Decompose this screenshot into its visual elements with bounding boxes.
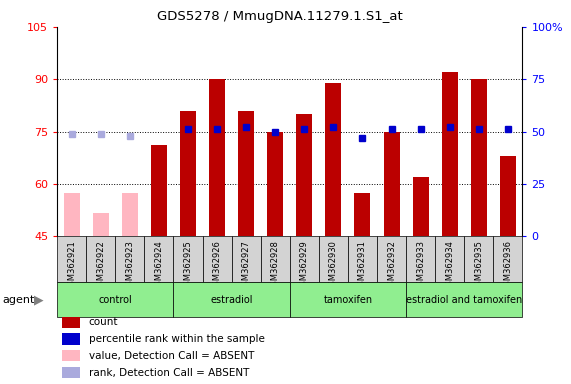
Text: GSM362927: GSM362927 — [242, 240, 251, 291]
Bar — [471, 79, 487, 236]
Text: count: count — [89, 317, 118, 327]
Text: value, Detection Call = ABSENT: value, Detection Call = ABSENT — [89, 351, 254, 361]
Bar — [319, 236, 348, 282]
Bar — [493, 236, 522, 282]
Bar — [93, 214, 108, 236]
Bar — [115, 236, 144, 282]
Bar — [325, 83, 341, 236]
Bar — [203, 236, 232, 282]
Bar — [267, 131, 283, 236]
Text: estradiol: estradiol — [210, 295, 253, 305]
Text: tamoxifen: tamoxifen — [323, 295, 372, 305]
Text: GDS5278 / MmugDNA.11279.1.S1_at: GDS5278 / MmugDNA.11279.1.S1_at — [157, 10, 403, 23]
Text: GSM362924: GSM362924 — [154, 240, 163, 291]
Bar — [355, 192, 371, 236]
Bar — [413, 177, 429, 236]
Bar — [289, 282, 406, 317]
Bar — [180, 111, 196, 236]
Bar — [174, 236, 203, 282]
Text: GSM362934: GSM362934 — [445, 240, 455, 291]
Bar — [232, 236, 261, 282]
Text: GSM362933: GSM362933 — [416, 240, 425, 291]
Text: GSM362932: GSM362932 — [387, 240, 396, 291]
Bar — [500, 156, 516, 236]
Bar — [348, 236, 377, 282]
Bar — [464, 236, 493, 282]
Bar — [442, 72, 458, 236]
Bar — [261, 236, 289, 282]
Text: GSM362921: GSM362921 — [67, 240, 76, 291]
Bar — [144, 236, 174, 282]
Text: GSM362926: GSM362926 — [212, 240, 222, 291]
Text: rank, Detection Call = ABSENT: rank, Detection Call = ABSENT — [89, 367, 249, 377]
Bar — [57, 236, 86, 282]
Text: GSM362931: GSM362931 — [358, 240, 367, 291]
Bar — [377, 236, 406, 282]
Text: GSM362935: GSM362935 — [475, 240, 483, 291]
Text: agent: agent — [3, 295, 35, 305]
Text: ▶: ▶ — [34, 293, 43, 306]
Text: GSM362925: GSM362925 — [183, 240, 192, 291]
Bar — [122, 192, 138, 236]
Bar — [63, 192, 79, 236]
Bar — [86, 236, 115, 282]
Text: control: control — [98, 295, 132, 305]
Bar — [238, 111, 254, 236]
Bar — [406, 236, 435, 282]
Bar — [435, 236, 464, 282]
Bar — [57, 282, 174, 317]
Bar — [384, 131, 400, 236]
Bar — [174, 282, 289, 317]
Bar — [62, 333, 81, 345]
Text: GSM362928: GSM362928 — [271, 240, 280, 291]
Text: GSM362936: GSM362936 — [504, 240, 512, 291]
Bar — [289, 236, 319, 282]
Bar — [62, 367, 81, 378]
Bar — [406, 282, 522, 317]
Text: estradiol and tamoxifen: estradiol and tamoxifen — [406, 295, 522, 305]
Bar — [296, 114, 312, 236]
Bar — [209, 79, 225, 236]
Text: percentile rank within the sample: percentile rank within the sample — [89, 334, 264, 344]
Bar — [62, 316, 81, 328]
Text: GSM362930: GSM362930 — [329, 240, 338, 291]
Bar — [151, 146, 167, 236]
Text: GSM362929: GSM362929 — [300, 240, 309, 291]
Bar — [62, 350, 81, 361]
Text: GSM362923: GSM362923 — [125, 240, 134, 291]
Text: GSM362922: GSM362922 — [96, 240, 105, 291]
